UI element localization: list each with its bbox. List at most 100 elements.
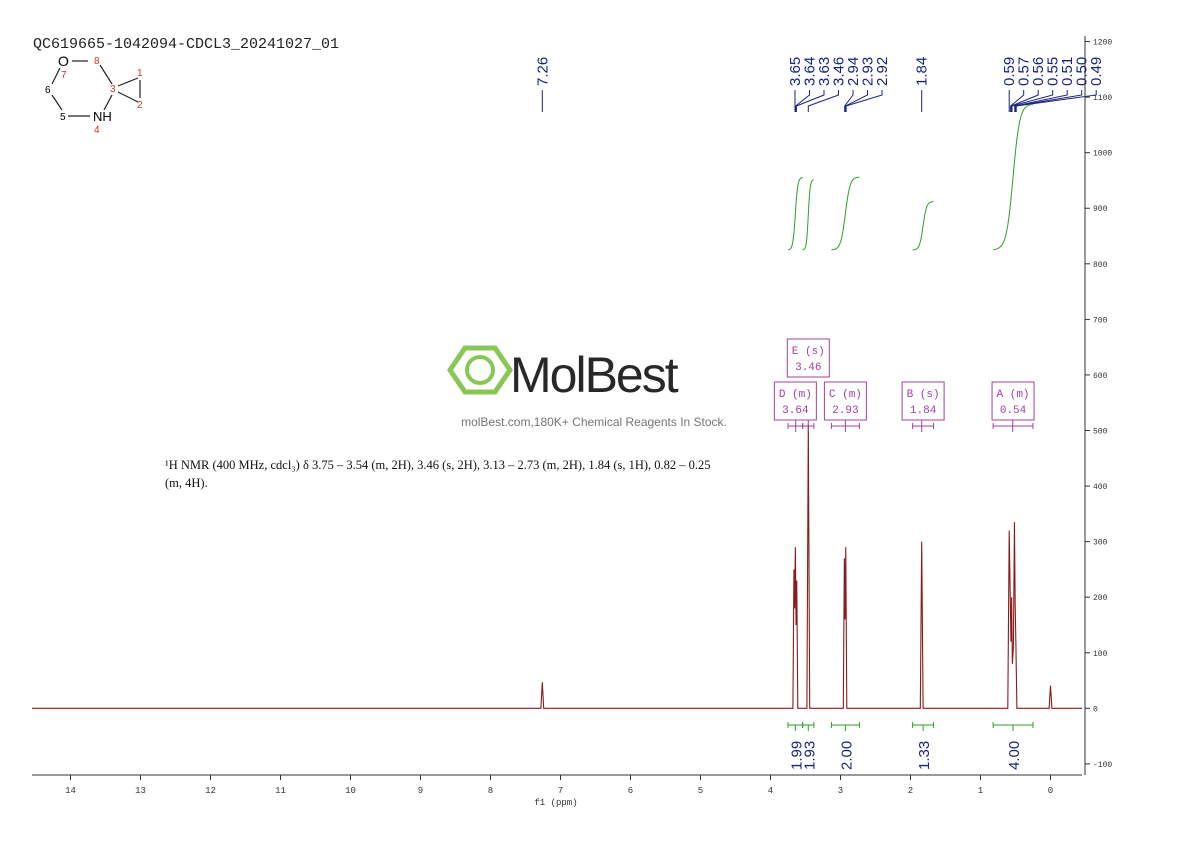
y-tick-label: 200 xyxy=(1093,594,1108,603)
brand: MolBest xyxy=(510,347,679,403)
y-tick-label: 0 xyxy=(1093,705,1098,714)
y-tick-label: 500 xyxy=(1093,428,1108,437)
multiplet-box xyxy=(823,381,867,421)
y-tick-label: 1200 xyxy=(1093,39,1112,48)
peak-label: 2.92 xyxy=(874,57,891,86)
y-tick-label: 100 xyxy=(1093,650,1108,659)
multiplet-label: E (s) xyxy=(792,346,825,358)
atom-number: 8 xyxy=(94,56,100,67)
x-tick-label: 8 xyxy=(488,786,493,796)
peak-leader xyxy=(1015,90,1097,112)
peak-leader xyxy=(1011,90,1054,112)
x-tick-label: 14 xyxy=(65,786,76,796)
structure xyxy=(51,60,141,117)
peak-leader xyxy=(795,90,825,112)
structure-labels: O NH 1 2 3 4 5 6 7 8 xyxy=(45,53,143,136)
peak-leader xyxy=(795,90,810,112)
peak-label: 3.63 xyxy=(816,57,833,86)
peak-leader xyxy=(844,90,868,112)
atom-number: 6 xyxy=(45,85,51,96)
atom-number: 1 xyxy=(137,68,143,79)
y-tick-label: 600 xyxy=(1093,372,1108,381)
multiplet-label: D (m) xyxy=(779,389,812,401)
peak-label: 0.56 xyxy=(1030,57,1047,86)
chart-title: QC619665-1042094-CDCL3_20241027_01 xyxy=(33,36,339,53)
atom: NH xyxy=(93,109,112,124)
atom: O xyxy=(58,53,69,69)
y-tick-label: 900 xyxy=(1093,205,1108,214)
peak-leader xyxy=(1014,90,1068,112)
y-tick-label: 400 xyxy=(1093,483,1108,492)
x-axis-label: f1 (ppm) xyxy=(534,798,577,808)
peak-label: 0.57 xyxy=(1016,57,1033,86)
peak-leader xyxy=(1010,90,1025,112)
multiplet-box xyxy=(773,381,817,421)
x-tick-label: 7 xyxy=(558,786,563,796)
x-tick-label: 2 xyxy=(908,786,913,796)
multiplet-box xyxy=(786,338,830,378)
multiplet-shift: 0.54 xyxy=(1000,405,1027,417)
atom-number: 2 xyxy=(137,100,143,111)
y-tick-label: 300 xyxy=(1093,539,1108,548)
integral-curve xyxy=(993,103,1034,251)
atom-number: 4 xyxy=(94,125,100,136)
multiplet-shift: 3.64 xyxy=(782,405,809,417)
peak-label: 0.51 xyxy=(1059,57,1076,86)
x-tick-label: 1 xyxy=(978,786,983,796)
peak-leader xyxy=(1015,90,1083,112)
multiplet-shift: 3.46 xyxy=(795,362,821,374)
x-tick-label: 3 xyxy=(838,786,843,796)
y-tick-label: 1000 xyxy=(1093,150,1112,159)
peak-leader xyxy=(807,90,839,112)
atom-number: 5 xyxy=(60,112,66,123)
integral-value: 1.99 xyxy=(788,741,805,770)
x-tick-label: 10 xyxy=(345,786,356,796)
multiplet-label: A (m) xyxy=(997,389,1030,401)
integral-curve xyxy=(787,177,803,251)
integral-value: 2.00 xyxy=(838,741,855,770)
x-tick-label: 5 xyxy=(698,786,703,796)
peak-label: 3.46 xyxy=(831,57,848,86)
x-tick-label: 6 xyxy=(628,786,633,796)
integral-value: 1.93 xyxy=(801,741,818,770)
x-tick-label: 0 xyxy=(1048,786,1053,796)
x-tick-label: 12 xyxy=(205,786,216,796)
multiplet-label: C (m) xyxy=(829,389,862,401)
peak-label: 1.84 xyxy=(914,57,931,86)
peak-label: 7.26 xyxy=(534,57,551,86)
integral-curve xyxy=(912,201,934,251)
peak-leader xyxy=(845,90,883,112)
description: ¹H NMR (400 MHz, cdcl₃) δ 3.75 – 3.54 (m… xyxy=(165,458,711,490)
peak-label: 0.49 xyxy=(1088,57,1105,86)
integral-value: 4.00 xyxy=(1006,741,1023,770)
multiplet-shift: 2.93 xyxy=(832,405,858,417)
atom-number: 7 xyxy=(61,70,67,81)
integral-curve xyxy=(802,179,815,251)
watermark: MolBest molBest.com,180K+ Chemical Reage… xyxy=(446,345,727,429)
peak-label: 0.59 xyxy=(1001,57,1018,86)
peak-label: 3.65 xyxy=(787,57,804,86)
peak-label: 0.50 xyxy=(1074,57,1091,86)
integral-curve xyxy=(831,176,860,251)
spectrum-line xyxy=(32,424,1082,709)
tagline: molBest.com,180K+ Chemical Reagents In S… xyxy=(461,415,727,429)
peak-label: 0.55 xyxy=(1045,57,1062,86)
peak-label: 2.93 xyxy=(860,57,877,86)
y-tick-label: 700 xyxy=(1093,316,1108,325)
multiplet-shift: 1.84 xyxy=(910,405,937,417)
x-tick-label: 13 xyxy=(135,786,146,796)
x-tick-label: 4 xyxy=(768,786,773,796)
y-tick-label: 800 xyxy=(1093,261,1108,270)
multiplet-label: B (s) xyxy=(907,389,940,401)
peak-leader xyxy=(1010,90,1039,112)
peak-label: 3.64 xyxy=(802,57,819,86)
integral-value: 1.33 xyxy=(916,741,933,770)
multiplet-box xyxy=(901,381,945,421)
peak-leader xyxy=(844,90,854,112)
x-tick-label: 9 xyxy=(418,786,423,796)
y-tick-label: 1100 xyxy=(1093,94,1112,103)
x-tick-label: 11 xyxy=(275,786,286,796)
atom-number: 3 xyxy=(110,84,116,95)
